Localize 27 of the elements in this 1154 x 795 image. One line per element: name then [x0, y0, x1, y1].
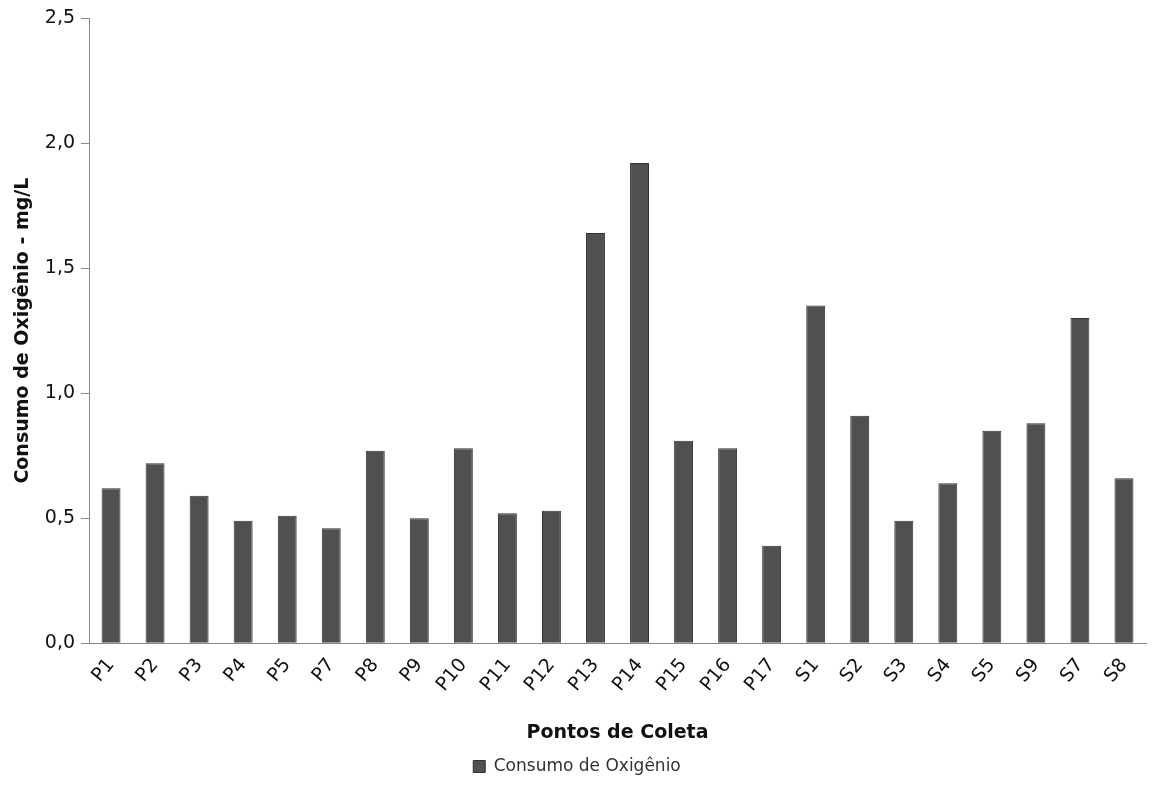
legend-label: Consumo de Oxigênio	[493, 754, 681, 775]
x-tick-label: P7	[306, 653, 339, 686]
x-tick-label: P1	[85, 653, 118, 686]
y-tick-label: 1,0	[44, 380, 76, 403]
x-tick-label: P12	[518, 653, 559, 695]
x-tick-label: S1	[790, 653, 823, 686]
y-axis-title: Consumo de Oxigênio - mg/L	[10, 177, 33, 484]
x-tick-label: P5	[262, 653, 295, 686]
x-tick-label: S2	[834, 653, 867, 686]
y-tick-label: 0,0	[44, 630, 76, 653]
y-tick-label: 1,5	[44, 255, 76, 278]
y-tick-label: 2,0	[44, 129, 76, 152]
x-tick-label: P11	[474, 653, 515, 695]
x-tick-label: S7	[1054, 653, 1087, 686]
x-tick-label: S9	[1010, 653, 1043, 686]
x-tick-label: S5	[966, 653, 999, 686]
x-tick-label: P2	[129, 653, 162, 686]
y-tick-label: 0,5	[44, 505, 76, 528]
x-tick-label: S4	[922, 653, 955, 686]
x-tick-label: S8	[1098, 653, 1131, 686]
y-tick-label: 2,5	[44, 4, 76, 27]
x-tick-label: S3	[878, 653, 911, 686]
x-tick-label: P9	[394, 653, 427, 686]
x-tick-label: P4	[218, 653, 251, 686]
x-axis-title: Pontos de Coleta	[526, 719, 709, 742]
x-tick-label: P3	[173, 653, 206, 686]
x-tick-label: P8	[350, 653, 383, 686]
